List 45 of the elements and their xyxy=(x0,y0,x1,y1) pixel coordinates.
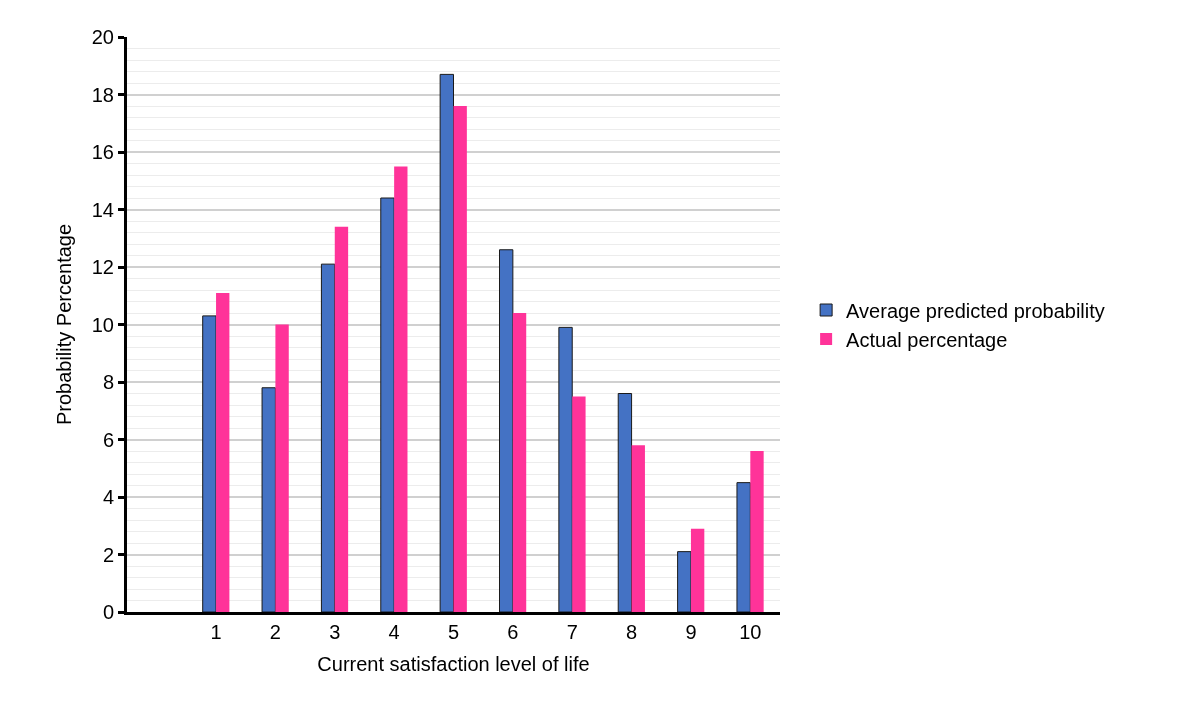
bar xyxy=(499,249,514,612)
x-tick-label: 7 xyxy=(566,621,578,643)
bar xyxy=(202,315,217,612)
legend-label: Average predicted probability xyxy=(846,299,1105,322)
x-tick-label: 6 xyxy=(507,621,519,643)
bar xyxy=(512,313,527,612)
y-tick-label: 16 xyxy=(91,141,114,163)
bar xyxy=(334,226,349,612)
y-tick-label: 20 xyxy=(91,26,114,48)
bar xyxy=(558,326,573,612)
bar xyxy=(617,393,633,612)
bar xyxy=(750,451,764,612)
x-tick-label: 1 xyxy=(210,621,222,643)
bar xyxy=(631,445,645,612)
bar xyxy=(439,73,454,612)
y-tick-label: 14 xyxy=(91,198,114,221)
y-tick-label: 0 xyxy=(102,601,114,623)
x-tick-label: 5 xyxy=(447,621,460,643)
x-tick-label: 2 xyxy=(269,621,281,643)
bar xyxy=(690,528,705,612)
x-tick-label: 9 xyxy=(685,621,697,643)
bar xyxy=(677,551,692,612)
legend-label: Actual percentage xyxy=(846,328,1008,351)
y-axis-title: Probability Percentage xyxy=(53,223,76,426)
y-tick-label: 10 xyxy=(91,313,114,336)
x-tick-label: 8 xyxy=(626,621,638,643)
y-tick-label: 4 xyxy=(102,486,114,508)
bar xyxy=(380,197,395,612)
bar xyxy=(572,396,586,612)
bar xyxy=(736,482,751,612)
bar xyxy=(394,166,408,612)
bar xyxy=(320,263,336,612)
y-tick-label: 2 xyxy=(102,543,114,566)
x-tick-label: 4 xyxy=(388,621,400,643)
y-tick-label: 8 xyxy=(102,371,114,393)
x-tick-label: 10 xyxy=(739,621,762,643)
x-tick-label: 3 xyxy=(329,621,341,643)
y-tick-label: 12 xyxy=(91,256,114,278)
y-tick-label: 6 xyxy=(102,428,114,451)
bar xyxy=(261,387,276,612)
bar xyxy=(275,324,289,612)
x-axis-title: Current satisfaction level of life xyxy=(317,652,590,675)
y-tick-label: 18 xyxy=(91,83,114,106)
bar xyxy=(453,106,467,612)
bar xyxy=(216,292,230,612)
